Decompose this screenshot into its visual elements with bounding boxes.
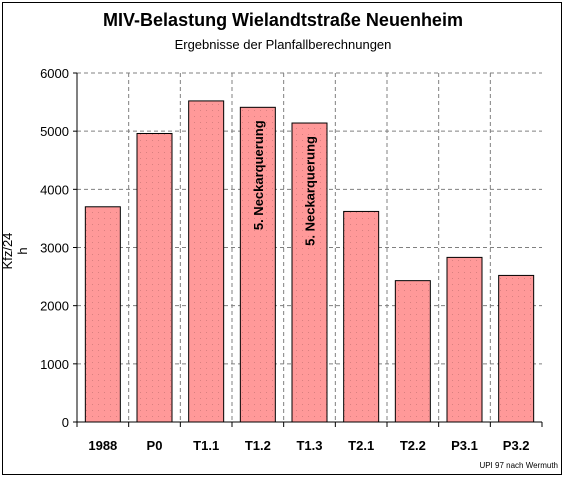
bar-T2.2 xyxy=(394,280,431,423)
x-tick-label: P3.1 xyxy=(451,438,478,453)
x-tick-label: P3.2 xyxy=(503,438,530,453)
y-tick-label: 0 xyxy=(62,415,69,430)
bar-1988 xyxy=(84,206,121,423)
bar-T1.1 xyxy=(188,100,225,423)
y-tick-label: 2000 xyxy=(40,299,69,314)
x-tick-label: T2.1 xyxy=(348,438,374,453)
x-tick-label: T2.2 xyxy=(400,438,426,453)
x-tick-label: 1988 xyxy=(88,438,117,453)
bar-annotation: 5. Neckarquerung xyxy=(251,120,266,230)
x-tick-label: P0 xyxy=(147,438,163,453)
y-tick-label: 1000 xyxy=(40,357,69,372)
bar-P0 xyxy=(136,132,173,423)
x-tick-label: T1.2 xyxy=(245,438,271,453)
bar-P3.1 xyxy=(446,256,483,423)
y-tick-label: 3000 xyxy=(40,241,69,256)
bar-annotation: 5. Neckarquerung xyxy=(303,136,318,246)
bar-T1.3 xyxy=(291,122,328,423)
credit-note: UPI 97 nach Wermuth xyxy=(479,461,558,470)
y-tick-label: 5000 xyxy=(40,124,69,139)
bar-T2.1 xyxy=(343,210,380,423)
y-tick-label: 6000 xyxy=(40,66,69,81)
chart-subtitle: Ergebnisse der Planfallberechnungen xyxy=(174,37,392,52)
x-tick-label: T1.1 xyxy=(193,438,219,453)
x-tick-label: T1.3 xyxy=(296,438,322,453)
chart-title: MIV-Belastung Wielandtstraße Neuenheim xyxy=(103,10,463,30)
bar-P3.2 xyxy=(498,274,535,423)
y-tick-label: 4000 xyxy=(40,182,69,197)
